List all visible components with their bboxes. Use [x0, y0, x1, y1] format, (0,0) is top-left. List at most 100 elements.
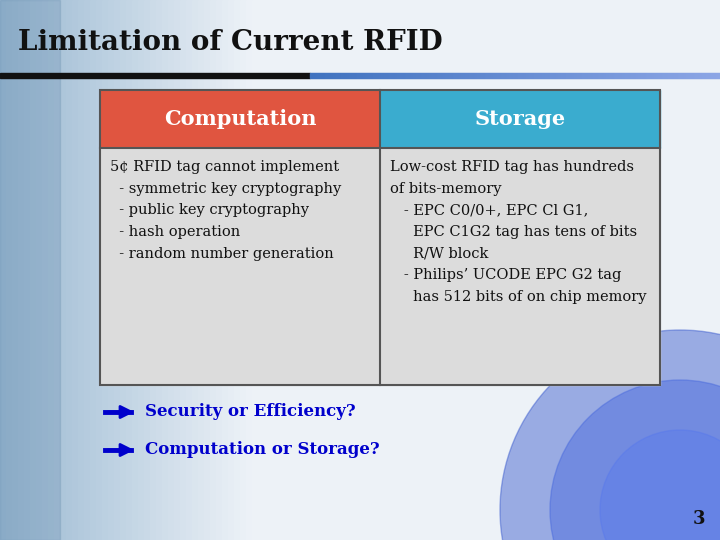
Bar	[475, 73, 476, 78]
Bar	[679, 73, 680, 78]
Bar	[555, 73, 556, 78]
Bar	[168, 0, 175, 540]
Bar	[530, 73, 531, 78]
Bar	[581, 73, 582, 78]
Text: Computation or Storage?: Computation or Storage?	[145, 442, 379, 458]
Bar	[444, 0, 451, 540]
Bar	[480, 0, 487, 540]
Bar	[264, 0, 271, 540]
Bar	[18, 0, 25, 540]
Bar	[406, 73, 407, 78]
Bar	[478, 73, 479, 78]
Bar	[439, 73, 440, 78]
Bar	[373, 73, 374, 78]
Bar	[114, 0, 121, 540]
Bar	[487, 73, 488, 78]
Bar	[592, 73, 593, 78]
Bar	[270, 0, 277, 540]
Bar	[685, 73, 686, 78]
Bar	[324, 0, 331, 540]
Bar	[460, 73, 461, 78]
Text: 3: 3	[693, 510, 705, 528]
Bar	[516, 0, 523, 540]
Bar	[590, 73, 591, 78]
Bar	[342, 73, 343, 78]
Bar	[683, 73, 684, 78]
Bar	[464, 73, 465, 78]
Bar	[624, 73, 625, 78]
Bar	[646, 73, 647, 78]
Bar	[600, 73, 601, 78]
Circle shape	[550, 380, 720, 540]
Bar	[716, 73, 717, 78]
Bar	[560, 73, 561, 78]
Bar	[392, 73, 393, 78]
Bar	[691, 73, 692, 78]
Bar	[0, 0, 60, 540]
Bar	[328, 73, 329, 78]
Bar	[400, 73, 401, 78]
Bar	[364, 73, 365, 78]
Bar	[411, 73, 412, 78]
Bar	[162, 0, 169, 540]
Bar	[409, 73, 410, 78]
Bar	[649, 73, 650, 78]
Bar	[414, 73, 415, 78]
Bar	[403, 73, 404, 78]
Bar	[408, 0, 415, 540]
Bar	[365, 73, 366, 78]
Bar	[90, 0, 97, 540]
Bar	[673, 73, 674, 78]
Bar	[660, 73, 661, 78]
Bar	[425, 73, 426, 78]
Bar	[712, 73, 713, 78]
Bar	[658, 73, 659, 78]
Bar	[353, 73, 354, 78]
Bar	[598, 73, 599, 78]
Bar	[300, 0, 307, 540]
Bar	[498, 73, 499, 78]
Bar	[314, 73, 315, 78]
Bar	[324, 73, 325, 78]
Bar	[718, 73, 719, 78]
Bar	[694, 73, 695, 78]
Bar	[442, 73, 443, 78]
Bar	[676, 73, 677, 78]
Bar	[467, 73, 468, 78]
Bar	[571, 73, 572, 78]
Bar	[689, 73, 690, 78]
Bar	[529, 73, 530, 78]
Bar	[621, 73, 622, 78]
Bar	[536, 73, 537, 78]
Bar	[552, 73, 553, 78]
Bar	[609, 73, 610, 78]
Bar	[632, 73, 633, 78]
Bar	[380, 148, 660, 385]
Bar	[672, 73, 673, 78]
Bar	[521, 73, 522, 78]
Bar	[312, 73, 313, 78]
Bar	[520, 73, 521, 78]
Bar	[582, 0, 589, 540]
Bar	[389, 73, 390, 78]
Bar	[514, 73, 515, 78]
Bar	[636, 73, 637, 78]
Bar	[534, 0, 541, 540]
Bar	[639, 73, 640, 78]
Bar	[352, 73, 353, 78]
Bar	[405, 73, 406, 78]
Bar	[531, 73, 532, 78]
Bar	[537, 73, 538, 78]
Bar	[427, 73, 428, 78]
Bar	[546, 0, 553, 540]
Bar	[100, 148, 380, 385]
Bar	[702, 73, 703, 78]
Bar	[484, 73, 485, 78]
Bar	[591, 73, 592, 78]
Bar	[356, 73, 357, 78]
Bar	[468, 73, 469, 78]
Bar	[636, 0, 643, 540]
Bar	[600, 0, 607, 540]
Bar	[72, 0, 79, 540]
Bar	[48, 0, 55, 540]
